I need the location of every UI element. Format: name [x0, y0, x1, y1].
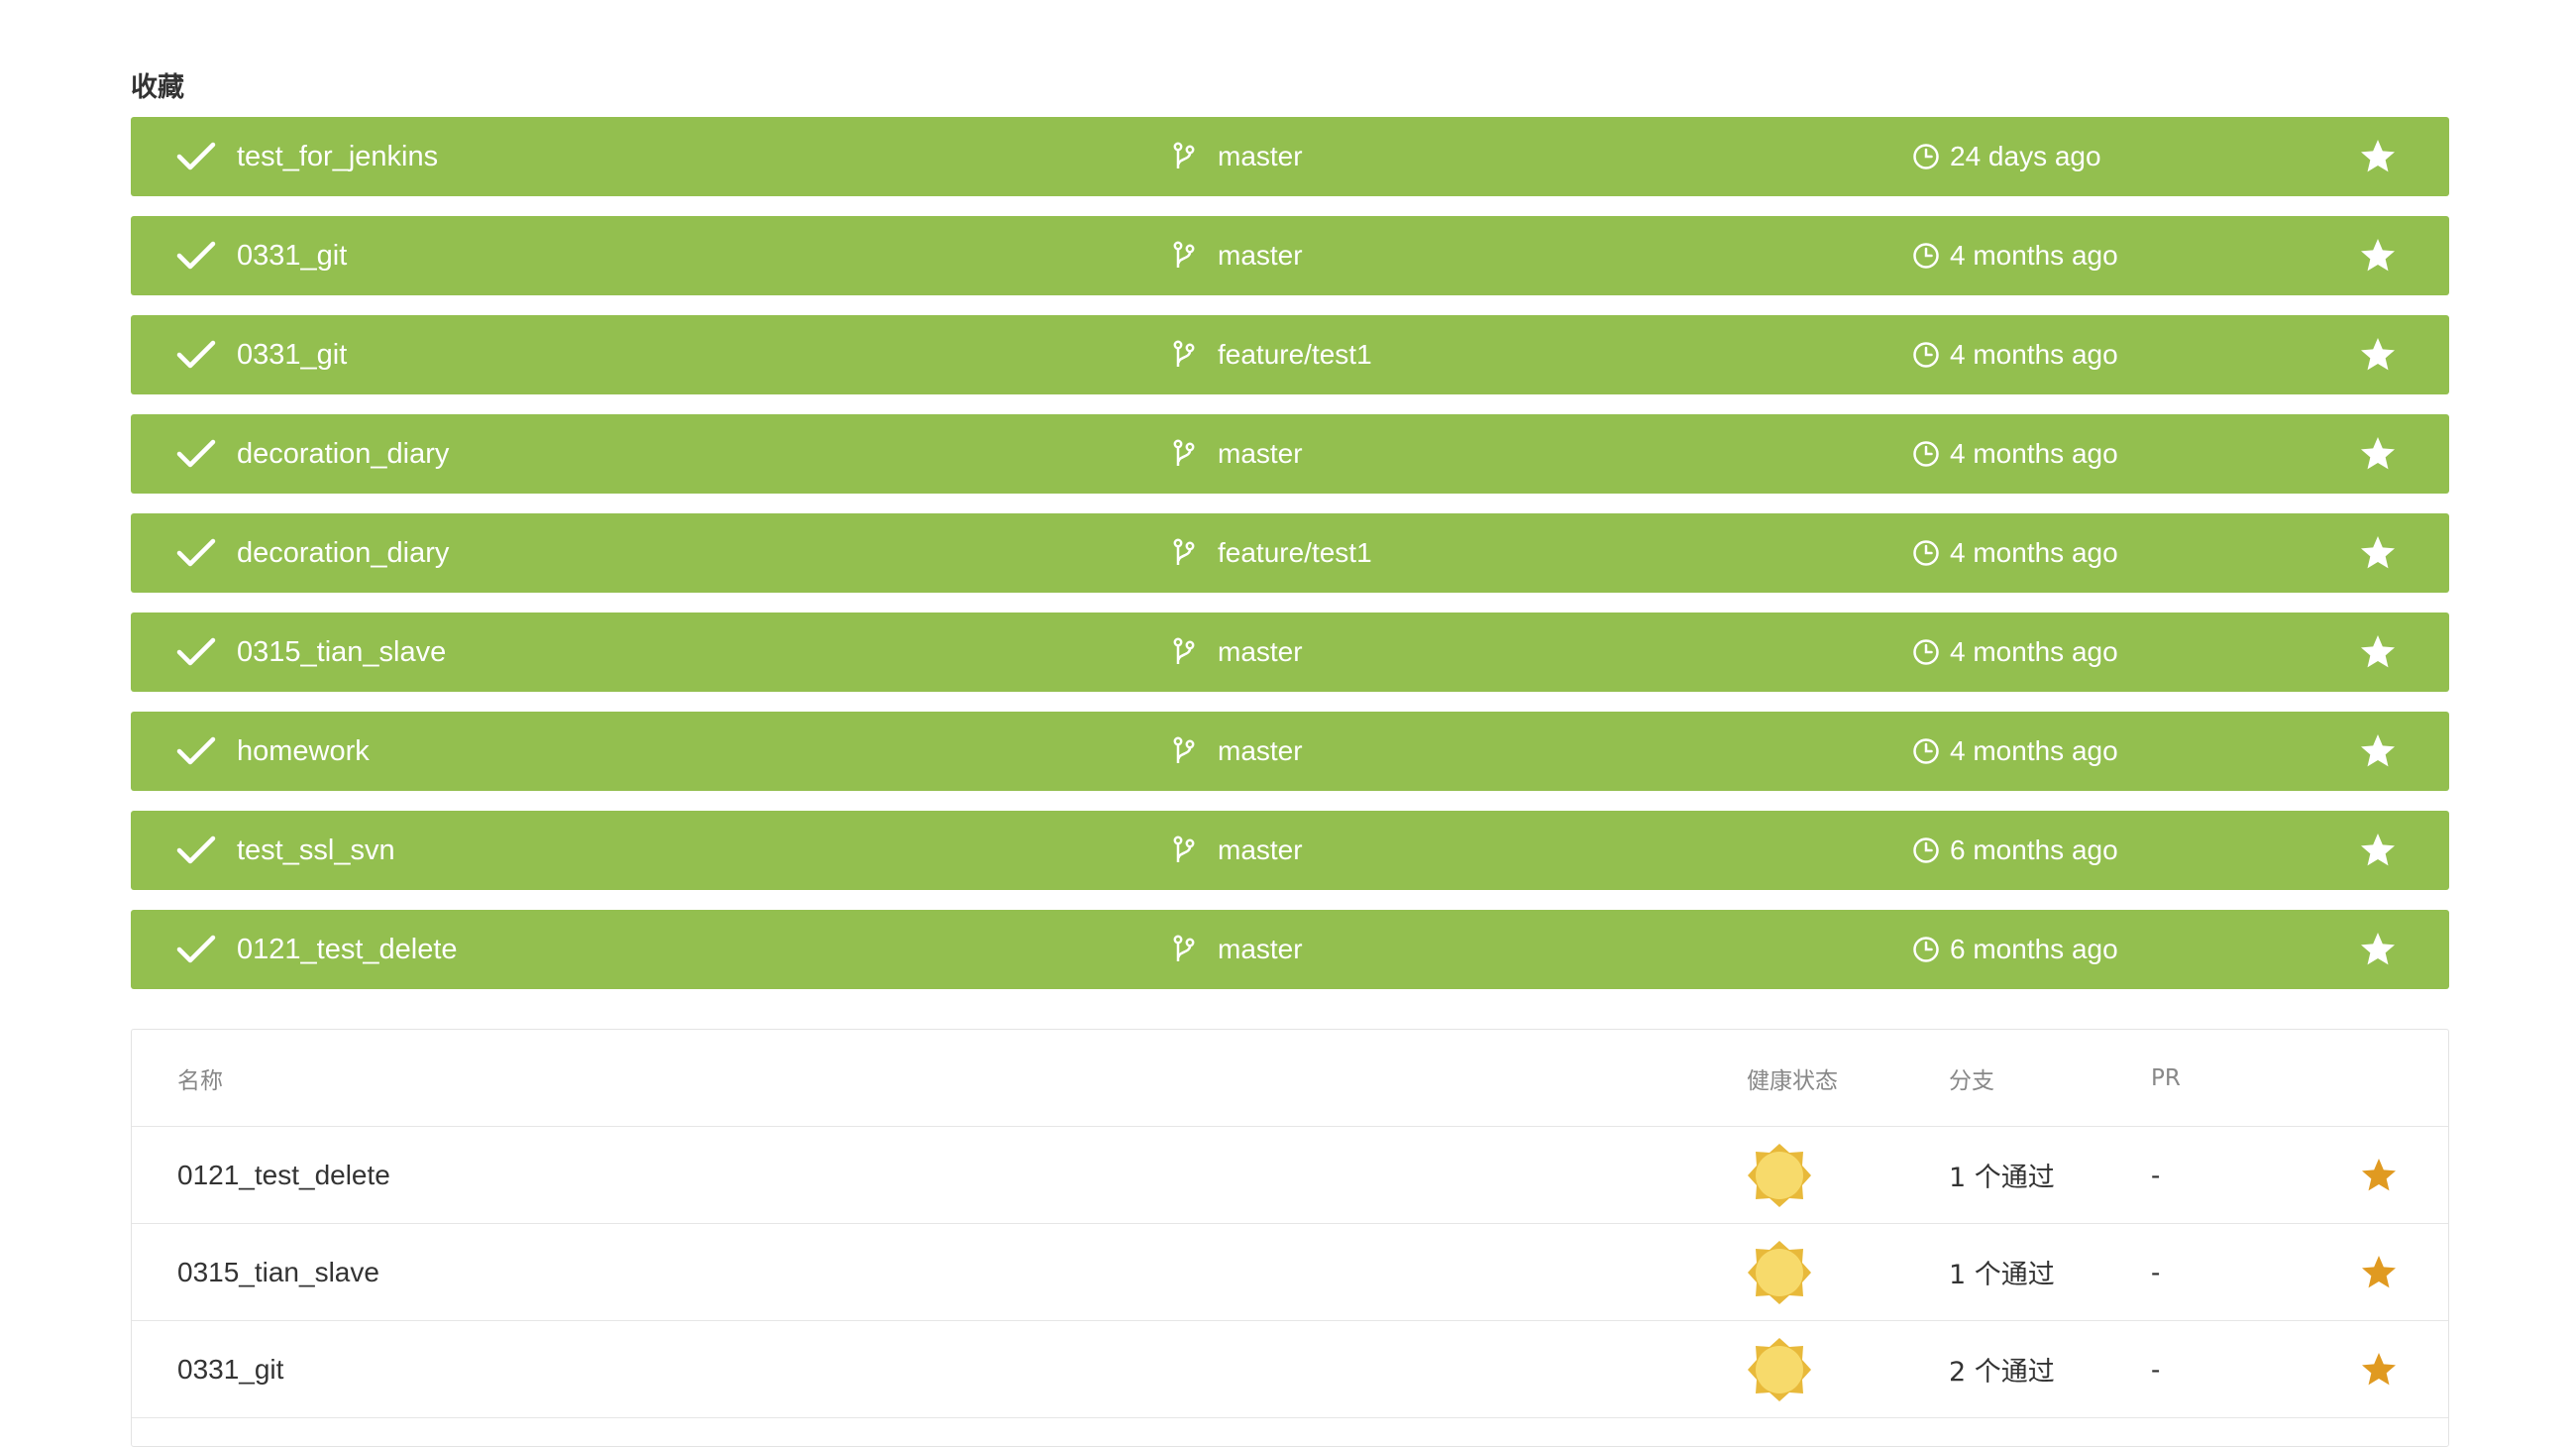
favorite-branch: feature/test1 [1218, 339, 1372, 370]
row-branch-status[interactable]: 1 个通过 [1949, 1163, 2055, 1193]
favorite-name[interactable]: test_for_jenkins [237, 140, 439, 172]
favorite-card[interactable]: 0121_test_delete master 6 months ago [131, 910, 2449, 989]
check-icon [176, 910, 216, 989]
favorite-card[interactable]: decoration_diary master 4 months ago [131, 414, 2449, 494]
git-branch-icon [1173, 117, 1197, 196]
row-branch-status[interactable]: 1 个通过 [1949, 1260, 2055, 1290]
favorite-branch: master [1218, 141, 1303, 171]
check-icon [176, 414, 216, 494]
row-branch-status[interactable]: 2 个通过 [1949, 1357, 2055, 1388]
git-branch-icon [1173, 712, 1197, 791]
git-branch-icon [1173, 910, 1197, 989]
header-name[interactable]: 名称 [177, 1067, 223, 1094]
star-icon[interactable] [2358, 216, 2398, 295]
clock-icon [1912, 414, 1940, 494]
favorite-name[interactable]: 0331_git [237, 338, 348, 371]
favorite-card[interactable]: 0315_tian_slave master 4 months ago [131, 612, 2449, 692]
row-pr: - [2151, 1353, 2161, 1385]
favorite-branch: master [1218, 735, 1303, 766]
row-pr: - [2151, 1159, 2161, 1190]
clock-icon [1912, 910, 1940, 989]
clock-icon [1912, 513, 1940, 593]
git-branch-icon [1173, 414, 1197, 494]
git-branch-icon [1173, 612, 1197, 692]
clock-icon [1912, 811, 1940, 890]
check-icon [176, 513, 216, 593]
favorite-branch: master [1218, 636, 1303, 667]
favorite-time: 24 days ago [1950, 141, 2101, 171]
pipelines-table: 名称 健康状态 分支 PR 0121_test_delete 1 个通过 - 0… [131, 1029, 2449, 1447]
favorite-name[interactable]: homework [237, 734, 370, 767]
sunny-weather-icon [1747, 1321, 1812, 1417]
favorite-branch: master [1218, 240, 1303, 271]
favorite-time: 4 months ago [1950, 735, 2118, 766]
star-icon[interactable] [2358, 315, 2398, 394]
header-pr[interactable]: PR [2151, 1064, 2181, 1091]
favorite-name[interactable]: test_ssl_svn [237, 834, 395, 866]
favorites-title: 收藏 [131, 72, 184, 103]
check-icon [176, 117, 216, 196]
check-icon [176, 811, 216, 890]
clock-icon [1912, 216, 1940, 295]
table-row[interactable]: 0315_tian_slave 1 个通过 - [132, 1224, 2448, 1321]
favorite-branch: master [1218, 438, 1303, 469]
star-icon[interactable] [2358, 414, 2398, 494]
table-row[interactable]: 0121_test_delete 1 个通过 - [132, 1127, 2448, 1224]
check-icon [176, 315, 216, 394]
star-icon[interactable] [2358, 910, 2398, 989]
favorite-time: 6 months ago [1950, 835, 2118, 865]
row-name[interactable]: 0331_git [177, 1353, 284, 1385]
table-header: 名称 健康状态 分支 PR [132, 1030, 2448, 1127]
favorite-card[interactable]: decoration_diary feature/test1 4 months … [131, 513, 2449, 593]
favorite-branch: feature/test1 [1218, 537, 1372, 568]
favorite-card[interactable]: test_ssl_svn master 6 months ago [131, 811, 2449, 890]
clock-icon [1912, 712, 1940, 791]
favorite-branch: master [1218, 835, 1303, 865]
clock-icon [1912, 117, 1940, 196]
star-icon[interactable] [2358, 117, 2398, 196]
star-icon[interactable] [2359, 1224, 2399, 1320]
favorite-time: 4 months ago [1950, 537, 2118, 568]
header-branch[interactable]: 分支 [1949, 1067, 1994, 1094]
check-icon [176, 612, 216, 692]
favorite-name[interactable]: 0121_test_delete [237, 933, 458, 965]
favorite-name[interactable]: 0315_tian_slave [237, 635, 447, 668]
star-icon[interactable] [2359, 1127, 2399, 1223]
row-name[interactable]: 0121_test_delete [177, 1159, 390, 1190]
star-icon[interactable] [2358, 811, 2398, 890]
git-branch-icon [1173, 216, 1197, 295]
favorite-card[interactable]: homework master 4 months ago [131, 712, 2449, 791]
star-icon[interactable] [2358, 612, 2398, 692]
row-pr: - [2151, 1256, 2161, 1287]
check-icon [176, 216, 216, 295]
git-branch-icon [1173, 315, 1197, 394]
git-branch-icon [1173, 811, 1197, 890]
favorite-card[interactable]: test_for_jenkins master 24 days ago [131, 117, 2449, 196]
favorite-time: 4 months ago [1950, 438, 2118, 469]
git-branch-icon [1173, 513, 1197, 593]
favorite-card[interactable]: 0331_git feature/test1 4 months ago [131, 315, 2449, 394]
favorite-time: 4 months ago [1950, 636, 2118, 667]
clock-icon [1912, 612, 1940, 692]
favorite-name[interactable]: decoration_diary [237, 437, 450, 470]
sunny-weather-icon [1747, 1127, 1812, 1223]
row-name[interactable]: 0315_tian_slave [177, 1256, 379, 1287]
check-icon [176, 712, 216, 791]
header-health[interactable]: 健康状态 [1747, 1067, 1838, 1094]
favorite-branch: master [1218, 934, 1303, 964]
favorite-name[interactable]: 0331_git [237, 239, 348, 272]
favorites-list: test_for_jenkins master 24 days ago 0331… [131, 117, 2449, 1009]
favorite-time: 6 months ago [1950, 934, 2118, 964]
favorite-time: 4 months ago [1950, 240, 2118, 271]
favorite-card[interactable]: 0331_git master 4 months ago [131, 216, 2449, 295]
sunny-weather-icon [1747, 1224, 1812, 1320]
favorite-name[interactable]: decoration_diary [237, 536, 450, 569]
star-icon[interactable] [2358, 712, 2398, 791]
favorite-time: 4 months ago [1950, 339, 2118, 370]
star-icon[interactable] [2358, 513, 2398, 593]
clock-icon [1912, 315, 1940, 394]
star-icon[interactable] [2359, 1321, 2399, 1417]
table-row[interactable]: 0331_git 2 个通过 - [132, 1321, 2448, 1418]
